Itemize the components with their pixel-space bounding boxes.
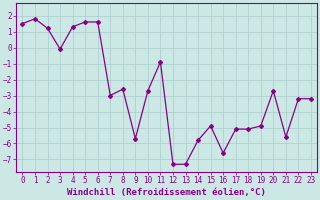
X-axis label: Windchill (Refroidissement éolien,°C): Windchill (Refroidissement éolien,°C) (67, 188, 266, 197)
